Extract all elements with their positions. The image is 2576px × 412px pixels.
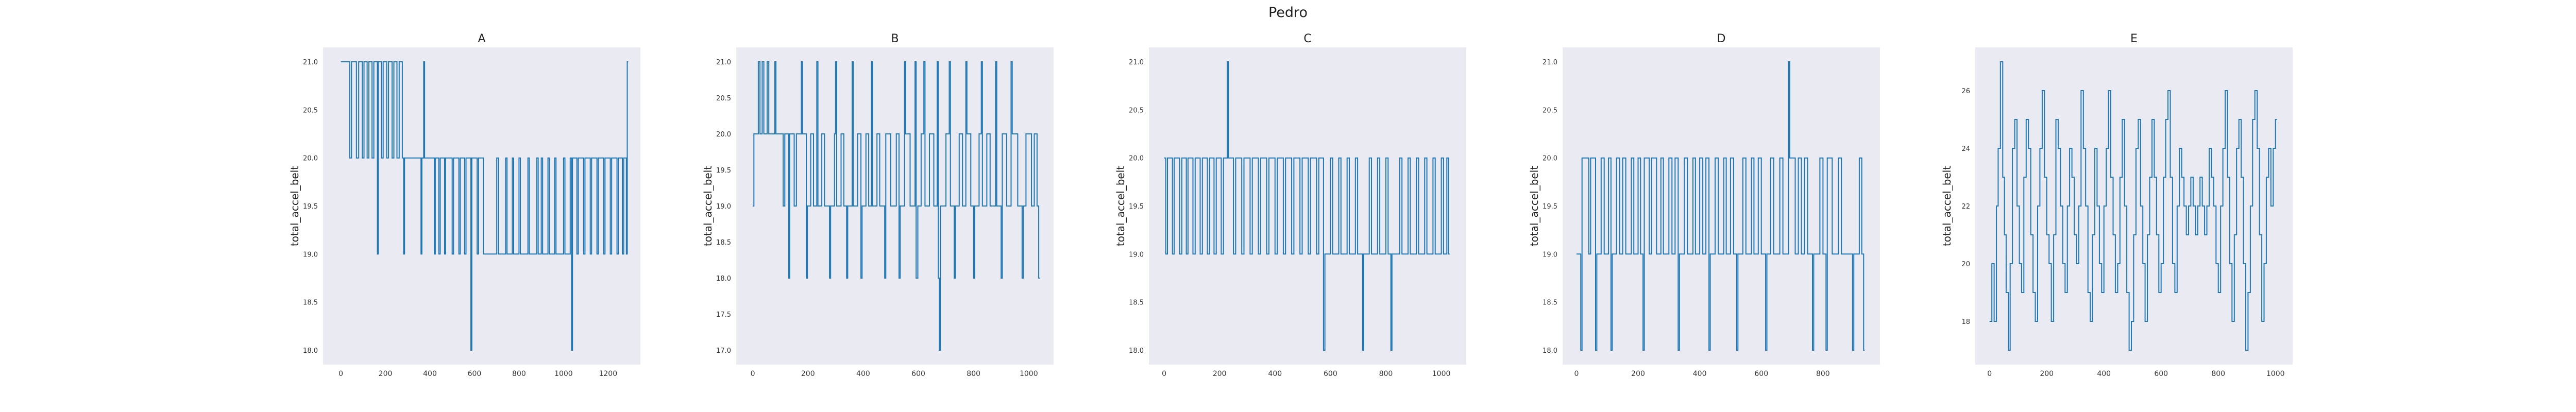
- x-tick-label: 800: [1816, 370, 1830, 378]
- y-axis-label: total_accel_belt: [1114, 166, 1127, 246]
- x-tick-label: 0: [1162, 370, 1166, 378]
- y-tick-label: 19.5: [1543, 203, 1557, 211]
- y-tick-label: 22: [1961, 203, 1970, 211]
- plot-area: [323, 47, 640, 365]
- y-tick-label: 18.0: [303, 347, 318, 355]
- x-tick-label: 800: [967, 370, 980, 378]
- x-tick-label: 600: [1324, 370, 1337, 378]
- x-tick-label: 600: [2154, 370, 2168, 378]
- subplot-title: D: [1717, 32, 1726, 45]
- x-tick-label: 400: [2097, 370, 2111, 378]
- y-axis-label: total_accel_belt: [1941, 166, 1953, 246]
- series-line: [1164, 61, 1450, 351]
- y-tick-label: 24: [1961, 145, 1970, 153]
- x-tick-label: 800: [512, 370, 526, 378]
- y-tick-label: 19.5: [1129, 203, 1144, 211]
- subplot-title: E: [2130, 32, 2138, 45]
- x-tick-label: 600: [1754, 370, 1768, 378]
- x-tick-label: 1000: [1020, 370, 1038, 378]
- y-tick-label: 18.5: [716, 239, 731, 247]
- y-axis-label: total_accel_belt: [1528, 166, 1540, 246]
- series-line: [341, 61, 629, 351]
- y-tick-label: 20.5: [303, 107, 318, 114]
- y-axis-label: total_accel_belt: [289, 166, 301, 246]
- x-tick-label: 600: [911, 370, 925, 378]
- y-tick-label: 19.0: [1543, 251, 1557, 259]
- y-tick-label: 26: [1961, 88, 1970, 95]
- x-tick-label: 800: [1379, 370, 1393, 378]
- y-tick-label: 21.0: [716, 59, 731, 66]
- x-tick-label: 1000: [1432, 370, 1451, 378]
- y-tick-label: 20.0: [716, 131, 731, 139]
- x-tick-label: 200: [2040, 370, 2054, 378]
- y-tick-label: 18.5: [1543, 299, 1557, 307]
- y-tick-label: 18: [1961, 318, 1970, 326]
- y-tick-label: 20.0: [1129, 155, 1144, 163]
- x-tick-label: 0: [1574, 370, 1579, 378]
- y-tick-label: 17.5: [716, 311, 731, 319]
- y-tick-label: 20.5: [1543, 107, 1557, 114]
- x-tick-label: 1200: [599, 370, 617, 378]
- series-line: [753, 61, 1040, 351]
- y-tick-label: 19.5: [303, 203, 318, 211]
- y-tick-label: 17.0: [716, 347, 731, 355]
- x-tick-label: 1000: [2266, 370, 2285, 378]
- y-tick-label: 20: [1961, 261, 1970, 268]
- y-tick-label: 20.5: [716, 95, 731, 102]
- x-tick-label: 200: [801, 370, 815, 378]
- y-tick-label: 21.0: [303, 59, 318, 66]
- x-tick-label: 0: [751, 370, 755, 378]
- x-tick-label: 800: [2211, 370, 2225, 378]
- x-tick-label: 200: [1213, 370, 1227, 378]
- y-tick-label: 19.5: [716, 167, 731, 175]
- y-tick-label: 18.0: [1129, 347, 1144, 355]
- subplot-title: C: [1303, 32, 1311, 45]
- x-tick-label: 1000: [554, 370, 573, 378]
- x-tick-label: 400: [1693, 370, 1707, 378]
- y-tick-label: 19.0: [716, 203, 731, 211]
- x-tick-label: 400: [856, 370, 870, 378]
- x-tick-label: 400: [1268, 370, 1282, 378]
- y-tick-label: 19.0: [303, 251, 318, 259]
- y-tick-label: 18.0: [716, 275, 731, 283]
- x-tick-label: 400: [423, 370, 437, 378]
- series-line: [1576, 61, 1865, 351]
- y-tick-label: 18.5: [303, 299, 318, 307]
- x-tick-label: 0: [338, 370, 343, 378]
- y-tick-label: 21.0: [1129, 59, 1144, 66]
- y-tick-label: 18.5: [1129, 299, 1144, 307]
- y-tick-label: 20.5: [1129, 107, 1144, 114]
- x-tick-label: 200: [1631, 370, 1645, 378]
- y-tick-label: 20.0: [303, 155, 318, 163]
- y-axis-label: total_accel_belt: [702, 166, 714, 246]
- subplot-title: B: [891, 32, 899, 45]
- y-tick-label: 18.0: [1543, 347, 1557, 355]
- y-tick-label: 20.0: [1543, 155, 1557, 163]
- y-tick-label: 19.0: [1129, 251, 1144, 259]
- x-tick-label: 600: [468, 370, 482, 378]
- x-tick-label: 200: [379, 370, 393, 378]
- x-tick-label: 0: [1987, 370, 1992, 378]
- plot-area: [1149, 47, 1466, 365]
- y-tick-label: 21.0: [1543, 59, 1557, 66]
- subplot-title: A: [478, 32, 485, 45]
- figure-title: Pedro: [1268, 5, 1308, 21]
- series-line: [1989, 61, 2277, 351]
